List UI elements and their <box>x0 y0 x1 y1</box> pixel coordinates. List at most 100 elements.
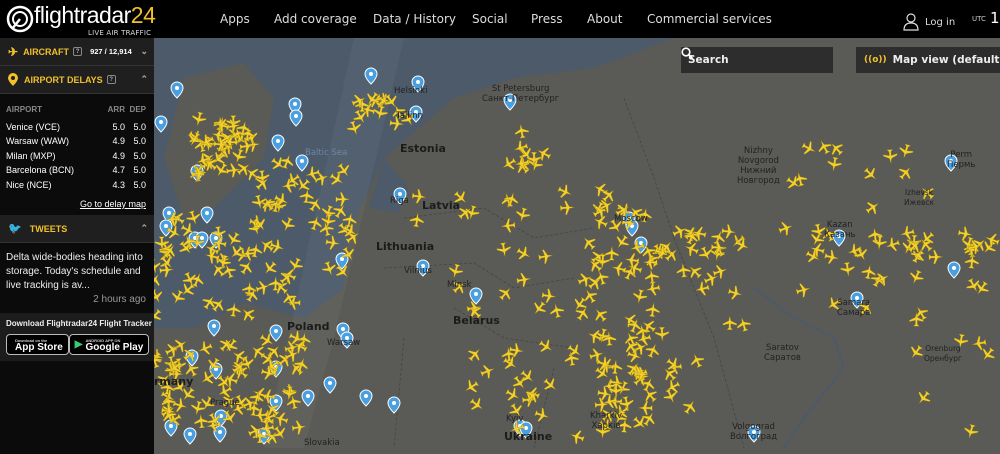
aircraft-icon[interactable] <box>213 137 229 152</box>
aircraft-icon[interactable] <box>501 347 517 362</box>
aircraft-icon[interactable] <box>702 270 720 288</box>
aircraft-icon[interactable] <box>727 284 744 301</box>
aircraft-icon[interactable] <box>861 263 877 280</box>
airport-pin-icon[interactable] <box>359 389 373 407</box>
aircraft-icon[interactable] <box>272 191 291 210</box>
aircraft-icon[interactable] <box>735 315 752 332</box>
aircraft-icon[interactable] <box>204 248 221 265</box>
aircraft-icon[interactable] <box>688 351 706 369</box>
aircraft-icon[interactable] <box>209 295 229 315</box>
aircraft-icon[interactable] <box>580 286 599 305</box>
aircraft-icon[interactable] <box>662 387 680 405</box>
table-row[interactable]: Barcelona (BCN) 4.7 5.0 <box>6 163 146 178</box>
aircraft-icon[interactable] <box>333 262 353 282</box>
aircraft-icon[interactable] <box>359 101 376 118</box>
aircraft-icon[interactable] <box>826 156 842 172</box>
aircraft-icon[interactable] <box>852 245 871 264</box>
aircraft-icon[interactable] <box>157 253 177 273</box>
aircraft-icon[interactable] <box>599 405 619 425</box>
aircraft-icon[interactable] <box>382 92 401 111</box>
aircraft-icon[interactable] <box>971 335 987 351</box>
airport-pin-icon[interactable] <box>170 81 184 99</box>
aircraft-icon[interactable] <box>200 292 219 311</box>
aircraft-icon[interactable] <box>640 385 660 405</box>
aircraft-icon[interactable] <box>466 300 482 316</box>
aircraft-icon[interactable] <box>564 350 580 366</box>
aircraft-icon[interactable] <box>722 315 737 330</box>
aircraft-icon[interactable] <box>462 377 481 396</box>
aircraft-icon[interactable] <box>518 367 538 387</box>
aircraft-icon[interactable] <box>906 343 926 363</box>
aircraft-icon[interactable] <box>626 203 646 223</box>
aircraft-icon[interactable] <box>663 378 682 397</box>
aircraft-icon[interactable] <box>710 240 729 259</box>
aircraft-icon[interactable] <box>238 304 258 324</box>
aircraft-icon[interactable] <box>304 165 321 182</box>
aircraft-icon[interactable] <box>399 110 418 129</box>
aircraft-icon[interactable] <box>278 216 296 234</box>
aircraft-icon[interactable] <box>573 303 592 322</box>
aircraft-icon[interactable] <box>318 220 335 237</box>
aircraft-icon[interactable] <box>178 385 198 405</box>
table-row[interactable]: Milan (MXP) 4.9 5.0 <box>6 149 146 164</box>
aircraft-icon[interactable] <box>733 236 752 255</box>
aircraft-icon[interactable] <box>255 170 270 185</box>
aircraft-icon[interactable] <box>685 262 705 282</box>
aircraft-icon[interactable] <box>282 385 297 401</box>
aircraft-icon[interactable] <box>626 347 644 365</box>
aircraft-icon[interactable] <box>321 260 339 278</box>
aircraft-icon[interactable] <box>548 302 565 319</box>
tweet[interactable]: Delta wide-bodies heading into storage. … <box>0 243 154 313</box>
aircraft-icon[interactable] <box>728 232 748 252</box>
aircraft-icon[interactable] <box>499 191 517 209</box>
aircraft-icon[interactable] <box>259 409 277 427</box>
flightradar24-logo[interactable]: flightradar24 LIVE AIR TRAFFIC <box>6 4 156 37</box>
aircraft-icon[interactable] <box>660 364 680 384</box>
aircraft-icon[interactable] <box>250 385 268 403</box>
aircraft-icon[interactable] <box>252 428 268 444</box>
airport-pin-icon[interactable] <box>469 287 483 305</box>
aircraft-icon[interactable] <box>896 163 916 183</box>
airport-pin-icon[interactable] <box>207 319 221 337</box>
aircraft-icon[interactable] <box>645 302 661 318</box>
aircraft-icon[interactable] <box>621 337 640 356</box>
aircraft-icon[interactable] <box>154 352 163 370</box>
aircraft-icon[interactable] <box>389 102 408 121</box>
aircraft-icon[interactable] <box>906 234 922 250</box>
aircraft-icon[interactable] <box>269 154 289 174</box>
aircraft-icon[interactable] <box>631 288 648 305</box>
aircraft-icon[interactable] <box>168 288 187 307</box>
aircraft-icon[interactable] <box>264 342 284 362</box>
aircraft-icon[interactable] <box>496 242 512 258</box>
aircraft-icon[interactable] <box>198 369 217 388</box>
aircraft-icon[interactable] <box>608 359 623 375</box>
aircraft-icon[interactable] <box>496 283 516 303</box>
aircraft-icon[interactable] <box>232 393 251 412</box>
aircraft-icon[interactable] <box>824 295 843 314</box>
help-icon[interactable]: ? <box>106 75 116 84</box>
aircraft-icon[interactable] <box>680 397 699 416</box>
aircraft-icon[interactable] <box>510 373 530 393</box>
aircraft-icon[interactable] <box>664 355 683 374</box>
aircraft-icon[interactable] <box>513 123 530 139</box>
aircraft-icon[interactable] <box>619 395 636 412</box>
aircraft-icon[interactable] <box>917 229 937 249</box>
aircraft-icon[interactable] <box>285 393 302 410</box>
aircraft-icon[interactable] <box>617 418 632 433</box>
aircraft-icon[interactable] <box>372 105 389 122</box>
aircraft-icon[interactable] <box>653 244 671 262</box>
aircraft-icon[interactable] <box>541 288 557 304</box>
aircraft-icon[interactable] <box>224 230 243 249</box>
aircraft-icon[interactable] <box>154 270 164 289</box>
aircraft-icon[interactable] <box>467 395 487 415</box>
aircraft-icon[interactable] <box>872 235 887 251</box>
aircraft-icon[interactable] <box>957 226 973 242</box>
aircraft-icon[interactable] <box>226 162 242 178</box>
aircraft-icon[interactable] <box>630 413 650 433</box>
aircraft-icon[interactable] <box>355 97 370 112</box>
airport-pin-icon[interactable] <box>503 93 517 111</box>
nav-social[interactable]: Social <box>472 12 508 26</box>
aircraft-icon[interactable] <box>644 281 661 297</box>
aircraft-icon[interactable] <box>238 355 256 373</box>
aircraft-icon[interactable] <box>163 340 182 359</box>
